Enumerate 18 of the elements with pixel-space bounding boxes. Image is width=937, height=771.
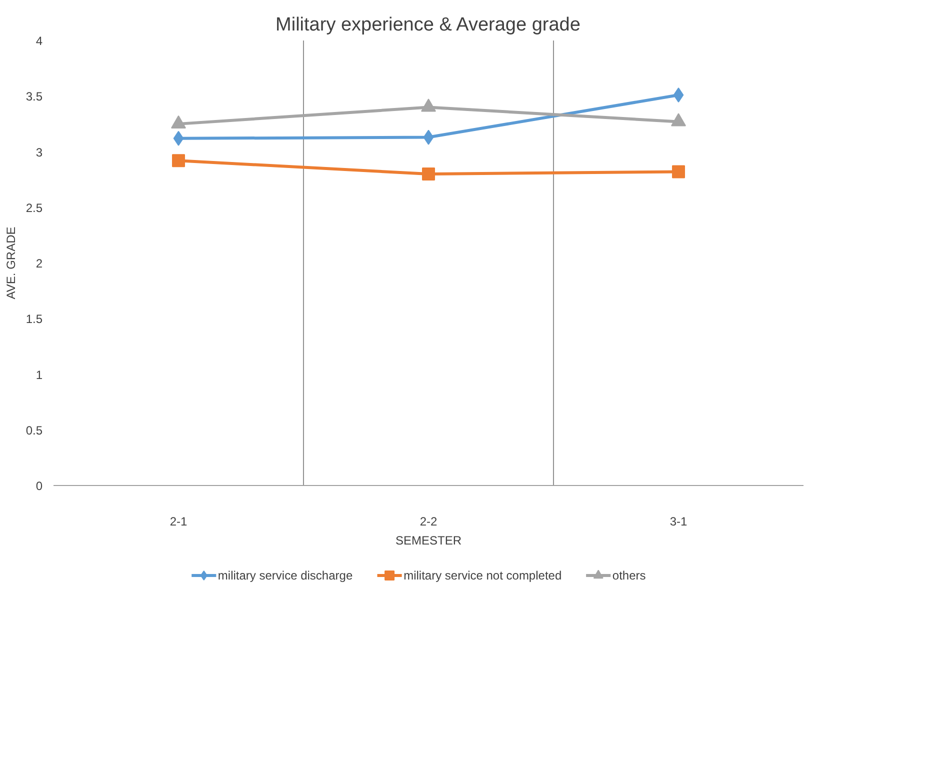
x-axis-title: SEMESTER [395, 534, 462, 548]
y-tick-label: 0.5 [26, 423, 43, 438]
legend-label: military service discharge [218, 568, 353, 582]
x-tick-label: 2-1 [170, 514, 188, 528]
y-tick-label: 1 [36, 368, 43, 382]
legend-label: military service not completed [404, 568, 562, 582]
y-tick-label: 0 [36, 479, 43, 493]
x-tick-label: 3-1 [670, 514, 688, 528]
y-tick-label: 1.5 [26, 312, 43, 326]
y-tick-label: 2 [36, 256, 43, 270]
y-tick-label: 3.5 [26, 90, 43, 104]
legend-label: others [612, 568, 646, 582]
y-tick-label: 3 [36, 145, 43, 160]
x-tick-label: 2-2 [420, 514, 438, 528]
y-tick-label: 4 [36, 34, 43, 48]
y-tick-label: 2.5 [26, 200, 43, 215]
chart-title: Military experience & Average grade [276, 14, 580, 36]
y-axis-title: AVE. GRADE [4, 226, 18, 300]
